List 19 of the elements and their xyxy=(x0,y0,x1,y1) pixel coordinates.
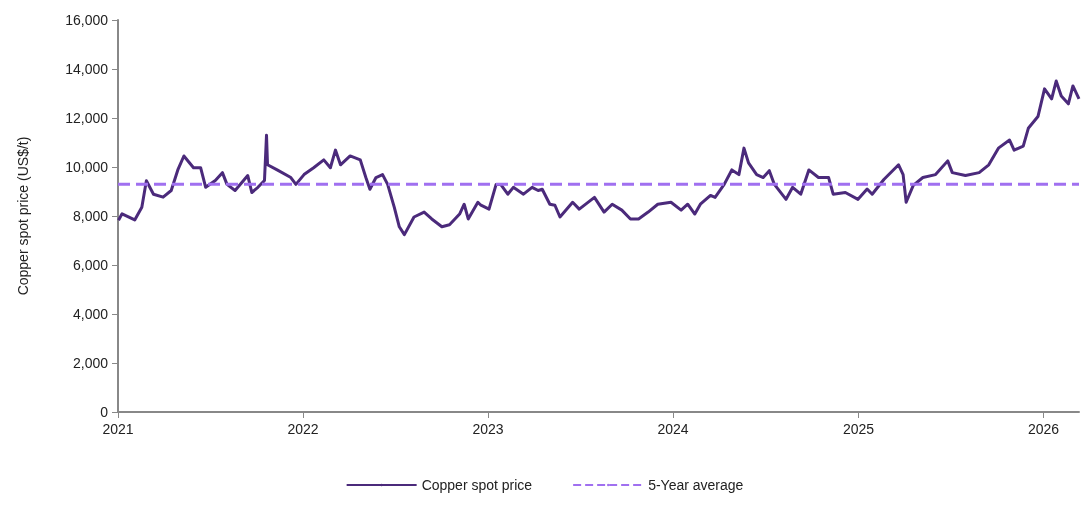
y-tick-label: 4,000 xyxy=(72,306,109,322)
x-tick-label: 2023 xyxy=(472,421,504,437)
y-tick-label: 10,000 xyxy=(65,159,109,175)
y-tick-label: 0 xyxy=(100,404,109,420)
legend-label: 5-Year average xyxy=(648,477,744,493)
x-tick-label: 2026 xyxy=(1027,421,1060,437)
y-tick-label: 2,000 xyxy=(72,355,109,371)
y-tick-label: 14,000 xyxy=(65,61,109,77)
line-series xyxy=(117,79,1081,237)
y-axis-title: Copper spot price (US$/t) xyxy=(15,136,31,296)
x-tick-label: 2025 xyxy=(842,421,875,437)
x-tick-label: 2022 xyxy=(287,421,319,437)
y-tick-label: 16,000 xyxy=(65,12,109,28)
y-tick-label: 6,000 xyxy=(72,257,109,273)
x-tick-label: 2024 xyxy=(657,421,689,437)
x-tick-label: 2021 xyxy=(102,421,134,437)
y-tick-label: 12,000 xyxy=(65,110,109,126)
y-tick-label: 8,000 xyxy=(72,208,109,224)
legend-label: Copper spot price xyxy=(421,477,533,493)
